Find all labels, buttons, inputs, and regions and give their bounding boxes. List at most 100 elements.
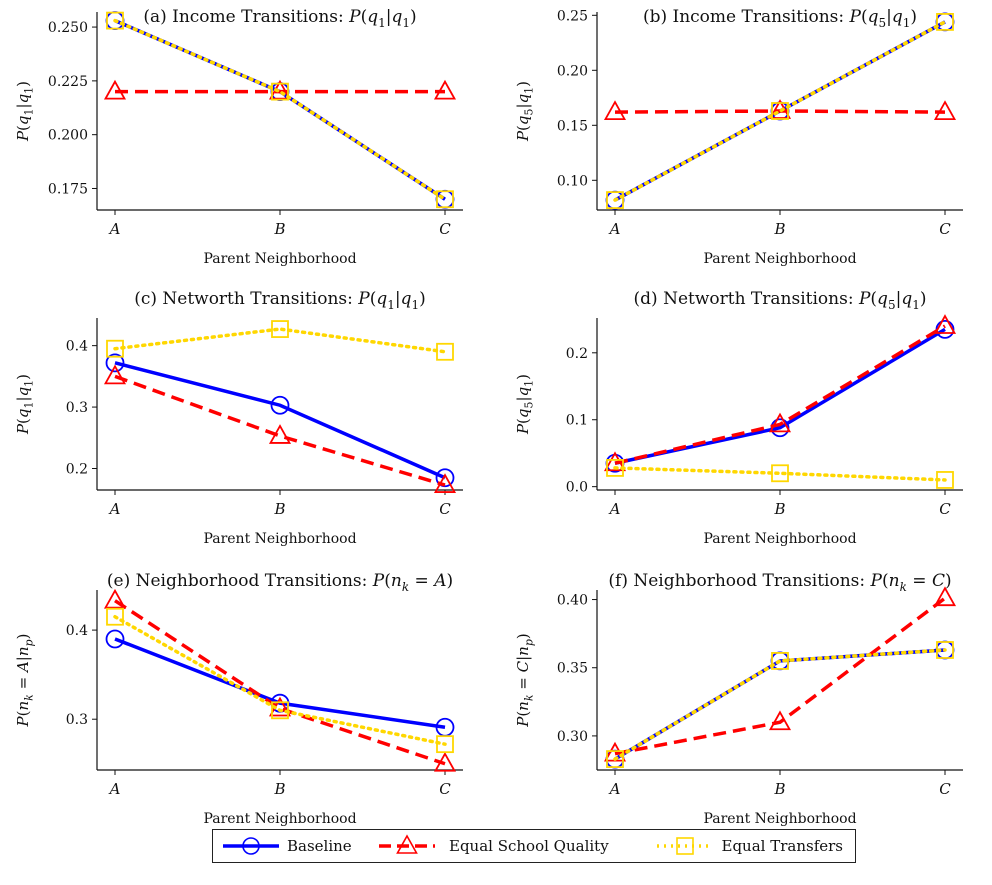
y-tick-label: 0.225 bbox=[48, 74, 88, 90]
y-axis-label: P(nk = A|np) bbox=[14, 634, 36, 728]
series-line bbox=[113, 327, 447, 354]
x-axis-label: Parent Neighborhood bbox=[203, 251, 356, 267]
y-tick-label: 0.250 bbox=[48, 20, 88, 36]
x-tick-label: C bbox=[939, 500, 951, 518]
series-line bbox=[614, 324, 946, 465]
series-line bbox=[613, 20, 947, 202]
chart-title: (b) Income Transitions: P(q5|q1) bbox=[643, 7, 917, 30]
series-line bbox=[614, 327, 946, 465]
data-point bbox=[106, 11, 124, 30]
data-point bbox=[270, 395, 290, 415]
legend-item-equal-school-quality: Equal School Quality bbox=[373, 830, 653, 862]
data-point bbox=[603, 100, 627, 120]
x-axis-label: Parent Neighborhood bbox=[203, 531, 356, 547]
legend-label-equal-school-quality: Equal School Quality bbox=[449, 837, 609, 855]
data-point bbox=[106, 339, 124, 358]
y-tick-label: 0.35 bbox=[557, 661, 588, 677]
x-tick-label: C bbox=[939, 220, 951, 238]
data-point bbox=[268, 424, 292, 444]
x-tick-label: C bbox=[939, 780, 951, 798]
chart-title: (c) Networth Transitions: P(q1|q1) bbox=[134, 289, 426, 312]
y-tick-label: 0.15 bbox=[557, 118, 588, 134]
legend-item-baseline: Baseline bbox=[213, 830, 373, 862]
x-tick-label: A bbox=[108, 220, 121, 238]
x-tick-label: B bbox=[273, 500, 285, 518]
data-point bbox=[103, 364, 127, 385]
chart-title: (e) Neighborhood Transitions: P(nk = A) bbox=[107, 571, 453, 594]
x-tick-label: B bbox=[273, 780, 285, 798]
y-tick-label: 0.3 bbox=[66, 400, 88, 416]
x-tick-label: C bbox=[439, 500, 451, 518]
x-axis-label: Parent Neighborhood bbox=[203, 811, 356, 827]
y-tick-label: 0.2 bbox=[566, 346, 588, 362]
data-point bbox=[105, 629, 125, 649]
data-point bbox=[271, 320, 289, 338]
y-tick-label: 0.3 bbox=[66, 712, 88, 728]
y-axis-label: P(q1|q1) bbox=[14, 374, 36, 435]
series-line bbox=[114, 361, 446, 480]
legend-label-equal-transfers: Equal Transfers bbox=[721, 837, 844, 855]
panel-e: 0.3 0.4 A B C Parent Neighborhood P(nk = A|np)… bbox=[14, 571, 463, 827]
x-axis-label: Parent Neighborhood bbox=[703, 251, 856, 267]
data-point bbox=[106, 607, 124, 626]
data-point bbox=[433, 79, 457, 100]
series-baseline bbox=[105, 629, 455, 737]
x-axis-label: Parent Neighborhood bbox=[703, 531, 856, 547]
series-equal-school-quality bbox=[103, 588, 457, 772]
series-baseline bbox=[105, 353, 455, 488]
x-tick-label: A bbox=[608, 500, 621, 518]
series-equal-transfers bbox=[606, 12, 954, 210]
y-tick-label: 0.4 bbox=[66, 623, 88, 639]
series-line bbox=[113, 614, 447, 746]
y-tick-label: 0.175 bbox=[48, 181, 88, 197]
legend-label-baseline: Baseline bbox=[287, 837, 352, 855]
y-axis-label: P(q1|q1) bbox=[14, 81, 36, 142]
x-tick-label: A bbox=[108, 500, 121, 518]
data-point bbox=[436, 190, 454, 209]
x-axis-label: Parent Neighborhood bbox=[703, 811, 856, 827]
y-tick-label: 0.10 bbox=[557, 173, 588, 189]
series-equal-school-quality bbox=[103, 364, 457, 493]
panel-b: 0.10 0.15 0.20 0.25 A B C Parent Neighborhood P(… bbox=[514, 7, 963, 267]
legend-swatch-baseline bbox=[223, 837, 279, 855]
series-line bbox=[114, 374, 446, 487]
series-baseline bbox=[105, 11, 455, 209]
data-point bbox=[103, 79, 127, 100]
x-tick-label: A bbox=[108, 780, 121, 798]
series-baseline bbox=[605, 319, 955, 473]
data-point bbox=[433, 473, 457, 493]
data-point bbox=[936, 641, 954, 659]
x-tick-label: B bbox=[773, 500, 785, 518]
data-point bbox=[936, 12, 954, 31]
data-point bbox=[771, 102, 789, 120]
y-tick-label: 0.0 bbox=[566, 480, 588, 496]
data-point bbox=[105, 353, 125, 373]
panel-c: 0.2 0.3 0.4 A B C Parent Neighborhood P(q1|q1) (… bbox=[14, 289, 463, 547]
x-tick-label: B bbox=[773, 220, 785, 238]
series-line bbox=[613, 466, 947, 482]
series-equal-transfers bbox=[106, 607, 454, 754]
y-tick-label: 0.25 bbox=[557, 8, 588, 24]
data-point bbox=[103, 588, 127, 609]
series-line bbox=[613, 648, 947, 761]
data-point bbox=[271, 701, 289, 720]
series-equal-transfers bbox=[606, 641, 954, 768]
y-tick-label: 0.40 bbox=[557, 593, 588, 609]
y-tick-label: 0.30 bbox=[557, 729, 588, 745]
y-axis-label: P(q5|q1) bbox=[514, 81, 536, 142]
data-point bbox=[933, 100, 957, 120]
series-equal-transfers bbox=[106, 11, 454, 209]
data-point bbox=[933, 586, 957, 607]
series-line bbox=[113, 18, 447, 201]
y-tick-label: 0.1 bbox=[566, 413, 588, 429]
series-equal-transfers bbox=[606, 459, 954, 489]
data-point bbox=[433, 751, 457, 772]
data-point bbox=[603, 451, 627, 472]
series-equal-transfers bbox=[106, 320, 454, 361]
y-tick-label: 0.20 bbox=[557, 63, 588, 79]
x-tick-label: B bbox=[773, 780, 785, 798]
panel-d: 0.0 0.1 0.2 A B C Parent Neighborhood P(q5|q1) (… bbox=[514, 289, 963, 547]
series-line bbox=[114, 19, 446, 201]
y-axis-label: P(q5|q1) bbox=[514, 374, 536, 435]
series-line bbox=[114, 599, 446, 766]
